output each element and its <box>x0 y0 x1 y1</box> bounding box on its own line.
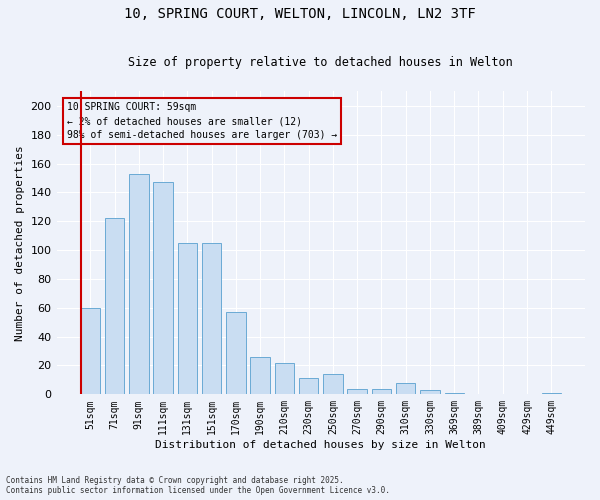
Text: Contains HM Land Registry data © Crown copyright and database right 2025.
Contai: Contains HM Land Registry data © Crown c… <box>6 476 390 495</box>
Bar <box>542 393 561 394</box>
Bar <box>80 308 100 394</box>
Bar <box>250 357 270 395</box>
Bar <box>299 378 319 394</box>
Bar <box>105 218 124 394</box>
Text: 10 SPRING COURT: 59sqm
← 2% of detached houses are smaller (12)
98% of semi-deta: 10 SPRING COURT: 59sqm ← 2% of detached … <box>67 102 337 140</box>
Bar <box>347 388 367 394</box>
Bar <box>129 174 149 394</box>
Bar <box>226 312 245 394</box>
Bar <box>178 243 197 394</box>
Bar <box>275 362 294 394</box>
X-axis label: Distribution of detached houses by size in Welton: Distribution of detached houses by size … <box>155 440 486 450</box>
Text: 10, SPRING COURT, WELTON, LINCOLN, LN2 3TF: 10, SPRING COURT, WELTON, LINCOLN, LN2 3… <box>124 8 476 22</box>
Y-axis label: Number of detached properties: Number of detached properties <box>15 145 25 341</box>
Bar <box>202 243 221 394</box>
Bar <box>396 383 415 394</box>
Title: Size of property relative to detached houses in Welton: Size of property relative to detached ho… <box>128 56 513 70</box>
Bar <box>420 390 440 394</box>
Bar <box>445 393 464 394</box>
Bar <box>154 182 173 394</box>
Bar <box>323 374 343 394</box>
Bar <box>372 388 391 394</box>
